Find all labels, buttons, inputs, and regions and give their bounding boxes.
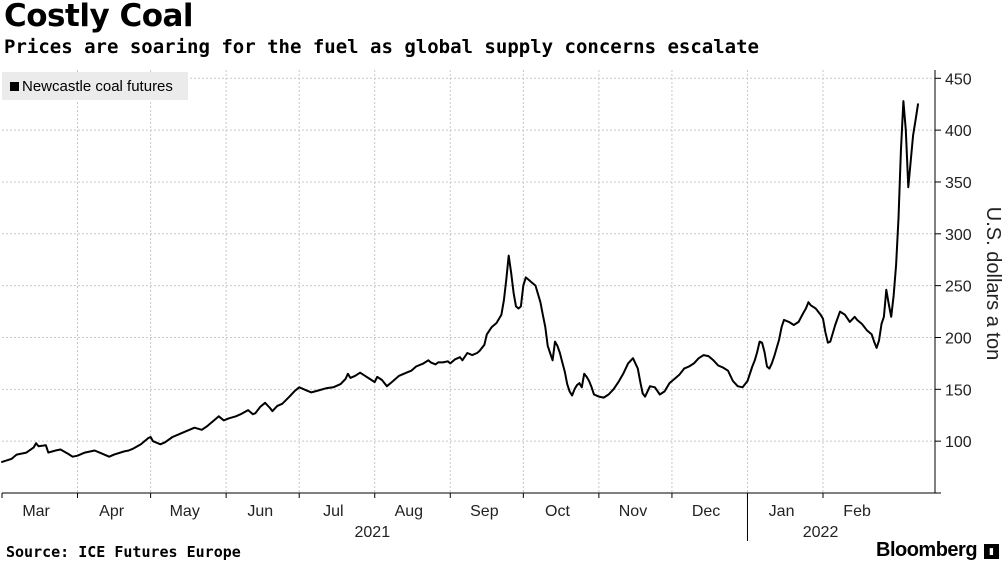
y-axis-title: U.S. dollars a ton bbox=[982, 207, 1003, 360]
y-tick-label: 150 bbox=[945, 382, 972, 399]
chart-title: Costly Coal bbox=[4, 0, 194, 34]
x-tick-label: Sep bbox=[470, 503, 499, 520]
chart-subtitle: Prices are soaring for the fuel as globa… bbox=[4, 36, 759, 58]
x-tick-label: May bbox=[170, 503, 200, 520]
source-note: Source: ICE Futures Europe bbox=[6, 543, 241, 561]
y-tick-label: 450 bbox=[945, 71, 972, 88]
x-tick-label: Mar bbox=[22, 503, 50, 520]
axes bbox=[1, 70, 941, 541]
x-tick-label: Nov bbox=[619, 503, 647, 520]
y-tick-label: 400 bbox=[945, 123, 972, 140]
x-tick-label: Dec bbox=[692, 503, 720, 520]
x-tick-label: Jan bbox=[769, 503, 795, 520]
y-tick-label: 250 bbox=[945, 279, 972, 296]
year-label: 2021 bbox=[355, 524, 391, 541]
x-tick-label: Aug bbox=[395, 503, 423, 520]
x-tick-label: Apr bbox=[99, 503, 125, 520]
x-tick-label: Oct bbox=[545, 503, 570, 520]
x-tick-label: Jun bbox=[247, 503, 273, 520]
tick-labels: 100 150 200 250 300 350 400 450 Mar Apr May Jun Jul A… bbox=[22, 71, 1003, 541]
brand-mark-icon: ▮ bbox=[984, 544, 999, 559]
year-label: 2022 bbox=[803, 524, 839, 541]
y-tick-label: 200 bbox=[945, 330, 972, 347]
x-tick-label: Feb bbox=[843, 503, 871, 520]
series-line-newcastle-coal bbox=[1, 100, 919, 463]
y-tick-label: 300 bbox=[945, 227, 972, 244]
legend-label: Newcastle coal futures bbox=[22, 77, 173, 95]
x-tick-label: Jul bbox=[323, 503, 343, 520]
brand-logo: Bloomberg bbox=[876, 539, 978, 561]
y-tick-label: 100 bbox=[945, 434, 972, 451]
series-layer bbox=[1, 100, 919, 463]
legend-swatch bbox=[10, 81, 19, 91]
legend: Newcastle coal futures bbox=[2, 72, 188, 100]
grid-lines bbox=[2, 70, 935, 493]
y-tick-label: 350 bbox=[945, 175, 972, 192]
